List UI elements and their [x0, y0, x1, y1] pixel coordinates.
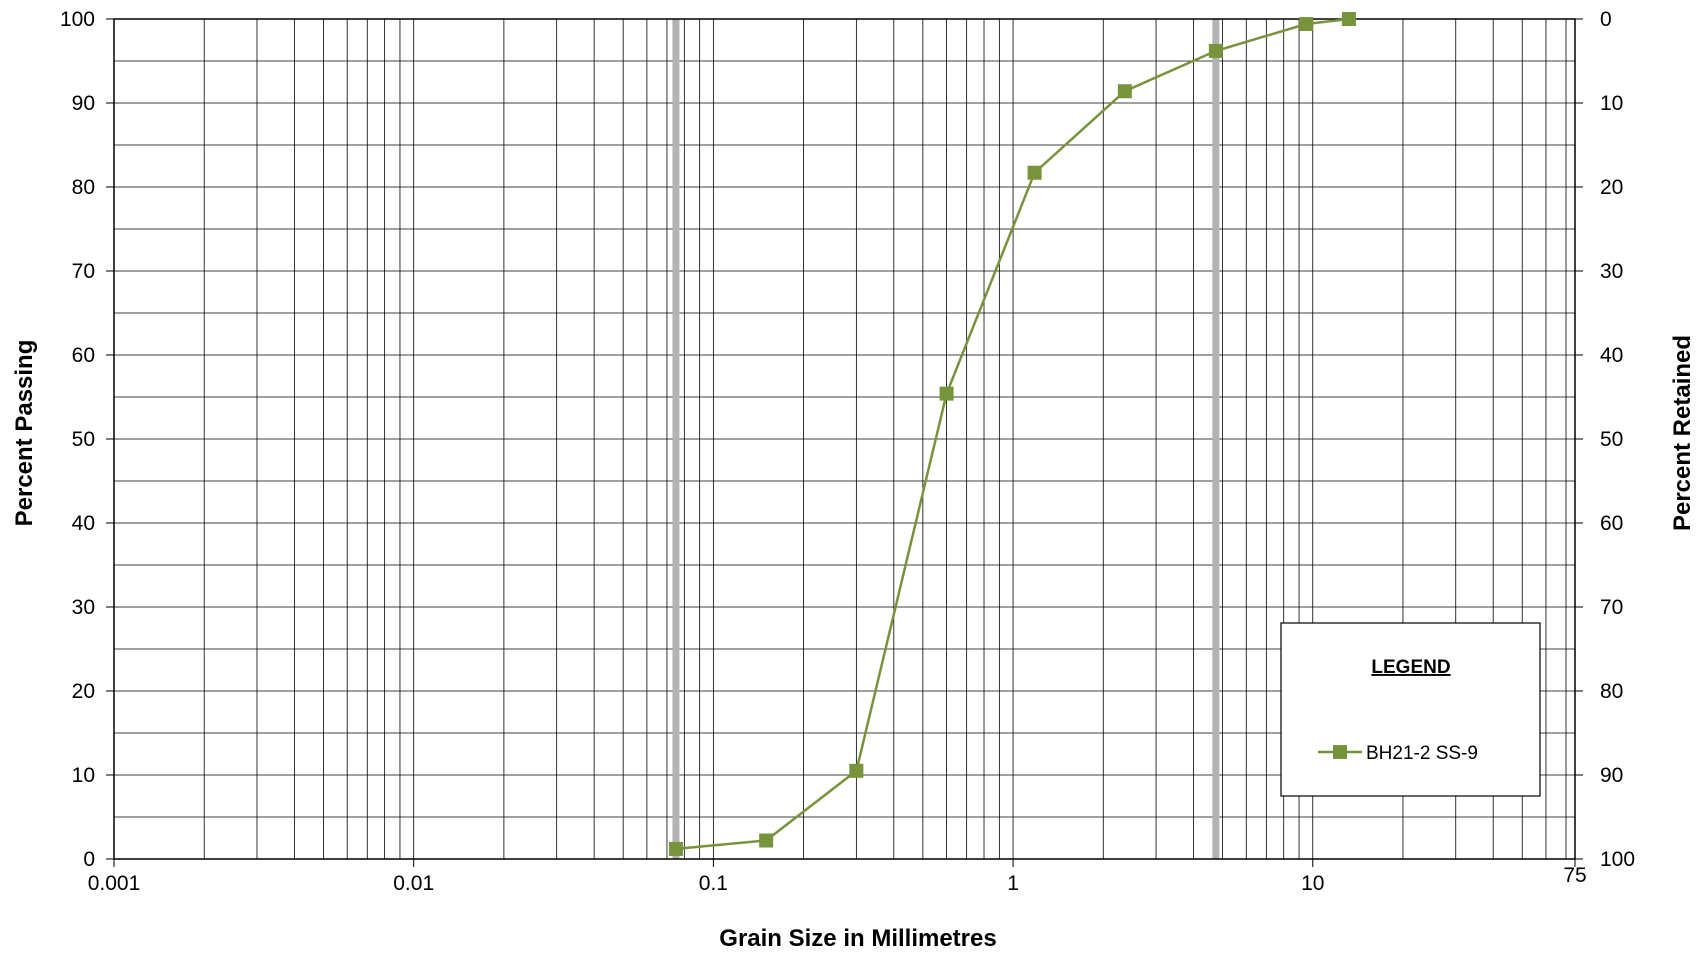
- x-tick-label: 0.001: [88, 872, 141, 895]
- y2-tick-label: 60: [1600, 512, 1623, 535]
- series-line: [675, 17, 1350, 851]
- y2-tick-label: 0: [1600, 8, 1612, 31]
- y-tick-label: 50: [72, 428, 95, 451]
- y2-tick-label: 50: [1600, 428, 1623, 451]
- y2-tick-label: 40: [1600, 344, 1623, 367]
- data-point: [668, 841, 683, 856]
- x-tick-labels: 0.001 0.01 0.1 1 10 75: [88, 859, 1587, 895]
- legend-title: LEGEND: [1371, 657, 1450, 678]
- y-tick-label: 90: [72, 92, 95, 115]
- x-tick-label: 10: [1301, 872, 1324, 895]
- x-tick-label: 1: [1007, 872, 1019, 895]
- legend-label: BH21-2 SS-9: [1366, 743, 1478, 764]
- y-tick-label: 60: [72, 344, 95, 367]
- y2-axis-title: Percent Retained: [1669, 335, 1696, 531]
- y-tick-label: 80: [72, 176, 95, 199]
- data-point: [759, 833, 774, 848]
- y-tick-label: 100: [60, 8, 95, 31]
- y2-tick-label: 10: [1600, 92, 1623, 115]
- data-point: [1027, 165, 1042, 180]
- legend-marker: [1333, 745, 1347, 759]
- y2-tick-label: 100: [1600, 848, 1635, 871]
- x-tick-label: 0.01: [393, 872, 434, 895]
- y-tick-label: 40: [72, 512, 95, 535]
- y2-tick-label: 20: [1600, 176, 1623, 199]
- data-point: [849, 763, 864, 778]
- data-point: [1208, 43, 1223, 58]
- x-tick-label: 75: [1563, 864, 1586, 887]
- y2-tick-label: 80: [1600, 680, 1623, 703]
- y-tick-label: 20: [72, 680, 95, 703]
- series-layer: [668, 12, 1356, 856]
- y2-tick-label: 30: [1600, 260, 1623, 283]
- y2-tick-label: 90: [1600, 764, 1623, 787]
- reference-lines: [672, 19, 1220, 859]
- y-axis-title: Percent Passing: [11, 340, 38, 527]
- y-tick-label: 10: [72, 764, 95, 787]
- data-point: [1341, 12, 1356, 26]
- y-tick-labels: 0 10 20 30 40 50 60 70 80 90 100: [60, 8, 114, 871]
- y-tick-label: 0: [83, 848, 95, 871]
- y2-tick-label: 70: [1600, 596, 1623, 619]
- x-axis-title: Grain Size in Millimetres: [719, 925, 996, 952]
- y-tick-label: 70: [72, 260, 95, 283]
- legend: LEGEND BH21-2 SS-9: [1280, 622, 1541, 797]
- data-point: [1299, 17, 1314, 32]
- y-tick-label: 30: [72, 596, 95, 619]
- data-point: [1117, 84, 1132, 99]
- data-point: [939, 386, 954, 401]
- x-tick-label: 0.1: [699, 872, 728, 895]
- legend-box: [1280, 622, 1541, 797]
